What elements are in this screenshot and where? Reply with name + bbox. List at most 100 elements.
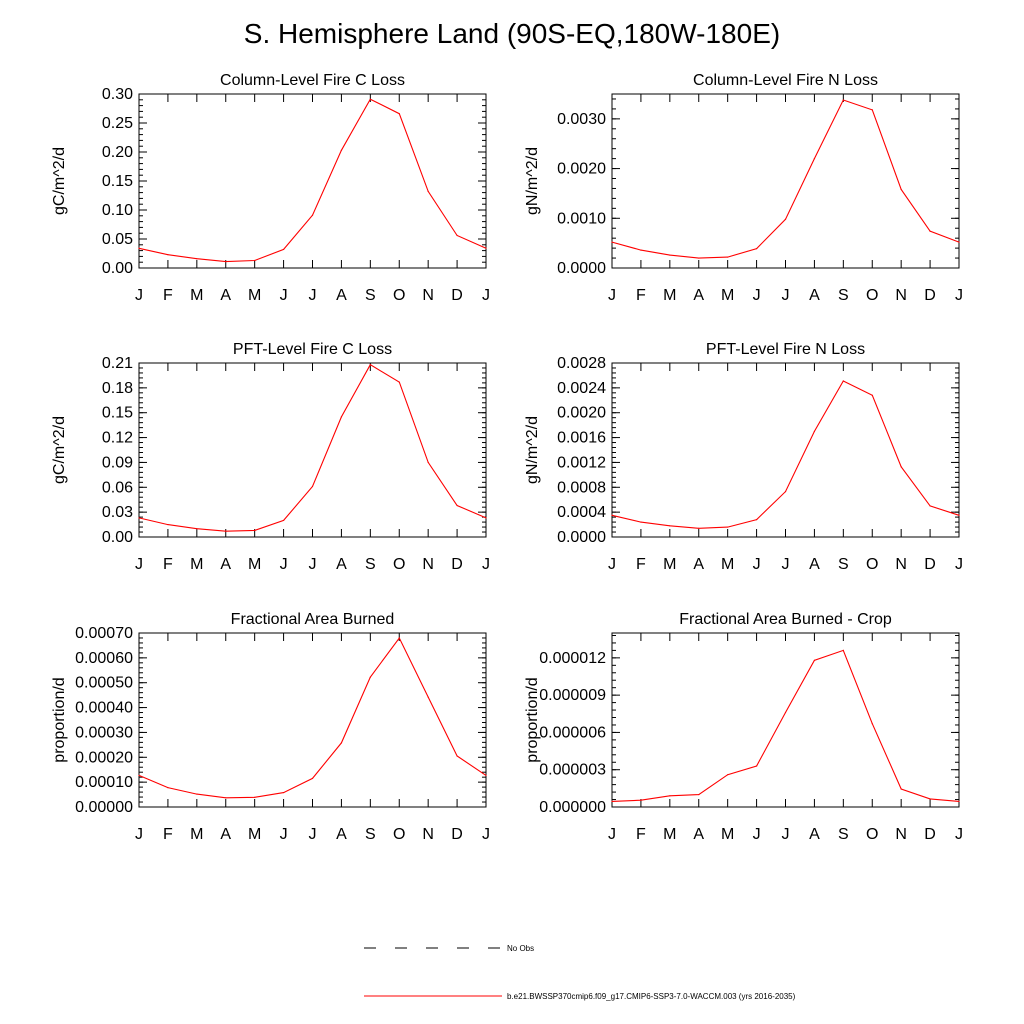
data-point xyxy=(958,800,960,803)
x-tick-label: N xyxy=(422,556,434,573)
data-point xyxy=(167,523,169,526)
data-point xyxy=(398,381,400,383)
data-point xyxy=(727,774,729,776)
panel-title: PFT-Level Fire N Loss xyxy=(706,341,865,358)
x-tick-label: J xyxy=(753,556,761,573)
x-tick-label: M xyxy=(663,287,676,304)
y-tick-label: 0.000009 xyxy=(539,687,606,704)
series-line xyxy=(138,636,487,799)
data-point xyxy=(871,723,873,725)
plot-frame xyxy=(138,93,487,269)
legend: No Obs b.e21.BWSSP370cmip6.f09_g17.CMIP6… xyxy=(364,944,796,1001)
data-point xyxy=(398,113,400,115)
panel-2: Column-Level Fire N Loss gN/m^2/d 0.0000 0.… xyxy=(524,72,963,304)
data-point xyxy=(485,774,487,777)
y-tick-label: 0.00070 xyxy=(75,625,133,642)
y-tick-label: 0.21 xyxy=(102,355,133,372)
y-tick-label: 0.0020 xyxy=(557,161,606,178)
x-tick-label: A xyxy=(336,287,347,304)
data-point xyxy=(196,258,198,260)
x-tick-label: O xyxy=(866,826,878,843)
y-tick-label: 0.0028 xyxy=(557,355,606,372)
x-tick-label: J xyxy=(608,826,616,843)
x-tick-label: N xyxy=(422,826,434,843)
data-point xyxy=(311,214,314,216)
y-axis-label: proportion/d xyxy=(51,677,68,762)
x-tick-label: O xyxy=(866,287,878,304)
y-tick-label: 0.15 xyxy=(102,405,133,422)
data-point xyxy=(369,98,371,100)
data-point xyxy=(755,248,758,250)
data-point xyxy=(340,742,343,744)
x-tick-label: J xyxy=(955,287,963,304)
x-tick-label: J xyxy=(280,826,288,843)
y-tick-label: 0.000012 xyxy=(539,650,606,667)
data-point xyxy=(254,796,256,798)
data-point xyxy=(900,788,902,790)
x-tick-label: J xyxy=(309,556,317,573)
x-tick-label: M xyxy=(721,826,734,843)
x-tick-label: A xyxy=(220,556,231,573)
data-point xyxy=(611,514,613,516)
y-tick-label: 0.30 xyxy=(102,86,133,103)
x-tick-label: F xyxy=(163,556,173,573)
data-point xyxy=(485,517,487,519)
x-tick-label: J xyxy=(782,826,790,843)
plot-frame xyxy=(138,632,487,808)
data-point xyxy=(427,190,429,193)
y-tick-label: 0.20 xyxy=(102,144,133,161)
panel-title: Column-Level Fire C Loss xyxy=(220,72,405,89)
x-tick-label: J xyxy=(608,287,616,304)
x-tick-label: M xyxy=(248,556,261,573)
x-tick-label: A xyxy=(809,556,820,573)
data-point xyxy=(138,517,140,519)
data-point xyxy=(871,109,873,111)
x-tick-label: O xyxy=(393,826,405,843)
y-tick-label: 0.09 xyxy=(102,454,133,471)
data-point xyxy=(456,504,458,507)
x-tick-label: J xyxy=(280,556,288,573)
x-tick-label: N xyxy=(895,556,907,573)
x-tick-label: F xyxy=(636,826,646,843)
y-tick-label: 0.06 xyxy=(102,479,133,496)
y-tick-label: 0.0024 xyxy=(557,380,606,397)
y-tick-label: 0.00010 xyxy=(75,774,133,791)
x-tick-label: F xyxy=(163,287,173,304)
x-tick-label: J xyxy=(135,287,143,304)
x-tick-label: O xyxy=(393,556,405,573)
data-point xyxy=(254,529,256,531)
x-tick-label: S xyxy=(365,556,376,573)
y-tick-label: 0.0016 xyxy=(557,430,606,447)
data-point xyxy=(669,254,671,256)
data-point xyxy=(727,256,729,258)
panel-4: PFT-Level Fire N Loss gN/m^2/d 0.0000 0.000… xyxy=(524,341,963,573)
x-tick-label: M xyxy=(190,287,203,304)
x-tick-label: J xyxy=(782,556,790,573)
x-tick-label: J xyxy=(753,826,761,843)
data-point xyxy=(196,793,198,795)
data-point xyxy=(669,795,671,797)
x-tick-label: D xyxy=(924,556,936,573)
y-tick-label: 0.00000 xyxy=(75,799,133,816)
panel-title: Column-Level Fire N Loss xyxy=(693,72,878,89)
x-tick-label: M xyxy=(190,556,203,573)
data-point xyxy=(727,526,729,528)
data-point xyxy=(755,519,758,521)
data-point xyxy=(784,491,787,493)
data-point xyxy=(640,249,642,251)
y-tick-label: 0.05 xyxy=(102,231,133,248)
x-tick-label: J xyxy=(482,287,490,304)
panel-6: Fractional Area Burned - Crop proportion/… xyxy=(524,611,963,843)
x-tick-label: A xyxy=(220,826,231,843)
data-point xyxy=(611,800,613,803)
data-point xyxy=(958,241,960,243)
legend-entry-obs: No Obs xyxy=(364,944,534,953)
data-point xyxy=(842,99,844,101)
data-point xyxy=(311,777,314,780)
data-point xyxy=(282,248,285,251)
panels-group: Column-Level Fire C Loss gC/m^2/d 0.00 0.05… xyxy=(51,72,963,843)
x-tick-label: J xyxy=(309,826,317,843)
y-tick-label: 0.00060 xyxy=(75,650,133,667)
x-tick-label: S xyxy=(365,287,376,304)
figure-title: S. Hemisphere Land (90S-EQ,180W-180E) xyxy=(243,18,781,49)
